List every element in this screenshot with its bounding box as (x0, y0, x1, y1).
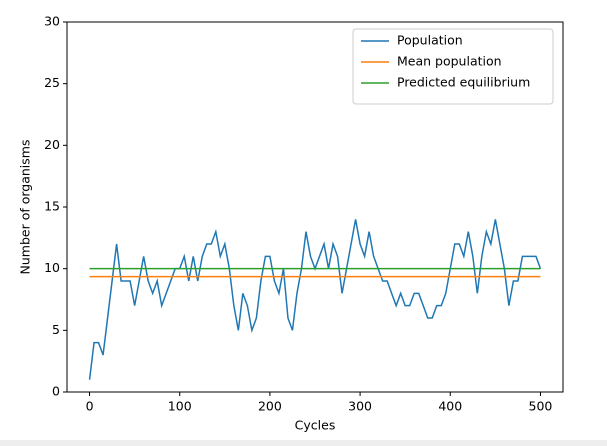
bottom-strip (0, 440, 607, 446)
legend-label: Predicted equilibrium (397, 75, 530, 90)
y-tick-label: 5 (52, 322, 60, 337)
x-tick-label: 500 (529, 399, 553, 414)
y-tick-label: 25 (44, 75, 60, 90)
legend-label: Population (397, 33, 463, 48)
x-tick-label: 100 (168, 399, 192, 414)
y-tick-label: 10 (44, 260, 60, 275)
x-tick-label: 300 (348, 399, 372, 414)
y-tick-label: 20 (44, 137, 60, 152)
plot-frame (66, 21, 564, 393)
x-tick-label: 400 (438, 399, 462, 414)
y-tick-label: 30 (44, 14, 60, 29)
y-tick-label: 0 (52, 384, 60, 399)
legend-box (352, 28, 554, 105)
x-tick-label: 200 (258, 399, 282, 414)
y-tick-label: 15 (44, 199, 60, 214)
y-axis-label: Number of organisms (18, 140, 33, 275)
x-axis-label: Cycles (295, 418, 336, 433)
series-line (88, 219, 542, 380)
x-tick-label: 0 (86, 399, 94, 414)
legend-label: Mean population (397, 54, 502, 69)
